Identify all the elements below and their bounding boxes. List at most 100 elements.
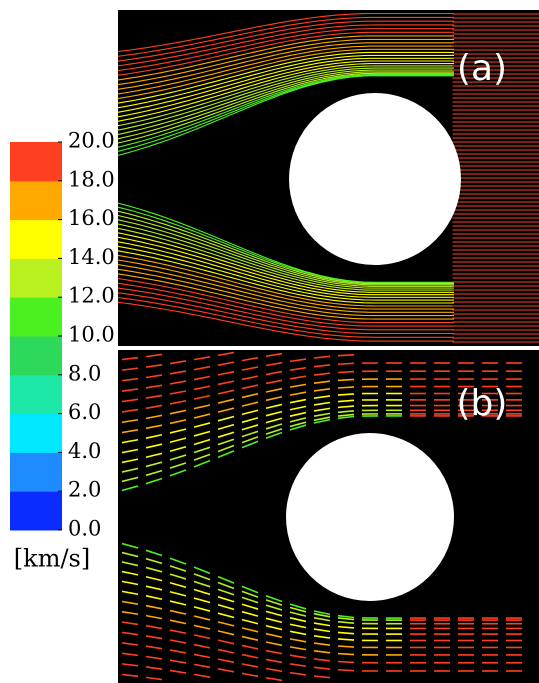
vector: [121, 663, 139, 667]
tick-label: 14.0: [68, 245, 115, 269]
vector: [313, 418, 331, 424]
vector: [145, 353, 163, 358]
vector: [145, 566, 163, 573]
vector: [145, 404, 163, 410]
tick-label: 18.0: [68, 167, 115, 191]
vector-field: [121, 351, 522, 682]
vector: [145, 433, 163, 439]
vector: [193, 365, 211, 371]
tick-label: 4.0: [68, 439, 101, 463]
vector: [121, 418, 139, 424]
vector: [193, 413, 211, 419]
vector: [145, 655, 163, 660]
vector: [337, 386, 355, 389]
vector: [169, 446, 187, 453]
vector: [313, 617, 331, 622]
vector: [337, 638, 355, 641]
streamline: [117, 57, 454, 113]
vector: [169, 399, 187, 405]
vector: [145, 595, 163, 601]
vector: [145, 575, 163, 582]
panel-label: (b): [457, 383, 508, 424]
vector: [289, 424, 307, 431]
vector: [313, 412, 331, 417]
vector: [313, 401, 331, 406]
vector: [217, 581, 235, 590]
vector: [289, 398, 307, 404]
streamline: [117, 42, 454, 90]
vector: [169, 428, 187, 434]
vector: [265, 649, 283, 655]
vector: [337, 378, 355, 382]
tick-label: 20.0: [68, 129, 115, 153]
streamline: [117, 278, 454, 324]
vector: [169, 619, 187, 625]
vector: [289, 405, 307, 411]
vector: [217, 596, 235, 603]
vector: [193, 643, 211, 649]
vector: [217, 588, 235, 596]
tick-label: 8.0: [68, 361, 101, 385]
vector: [193, 634, 211, 640]
streamline: [117, 67, 454, 131]
vector: [289, 411, 307, 417]
streamline: [117, 232, 454, 293]
vector: [265, 403, 283, 410]
vector: [145, 557, 163, 565]
vector: [313, 388, 331, 392]
vector: [193, 580, 211, 588]
vector: [145, 666, 163, 670]
streamline: [117, 28, 454, 72]
vector: [313, 612, 331, 618]
streamline: [117, 45, 454, 95]
vector: [121, 377, 139, 382]
vector: [217, 370, 235, 376]
streamline: [117, 60, 454, 118]
vector: [241, 618, 259, 625]
streamline: [117, 250, 454, 304]
vector: [145, 384, 163, 389]
vector: [193, 446, 211, 454]
vector: [121, 398, 139, 403]
streamline: [117, 73, 454, 148]
vector: [193, 422, 211, 428]
tick-label: 16.0: [68, 206, 115, 230]
color-band: [10, 180, 62, 221]
streamlines: [117, 12, 539, 343]
vector: [289, 603, 307, 610]
vector: [145, 414, 163, 420]
vector: [169, 380, 187, 385]
vector: [289, 366, 307, 372]
vector: [289, 421, 307, 428]
vector: [193, 615, 211, 621]
vector: [289, 611, 307, 617]
vector: [217, 658, 235, 664]
vector: [241, 375, 259, 381]
vector: [265, 676, 283, 682]
streamline: [117, 292, 454, 335]
streamline: [117, 24, 454, 67]
vector: [193, 606, 211, 612]
vector: [337, 399, 355, 403]
streamline: [117, 268, 454, 317]
vector: [337, 631, 355, 635]
vector: [313, 642, 331, 646]
color-band: [10, 336, 62, 376]
streamline: [117, 264, 454, 313]
vector: [265, 428, 283, 435]
streamline: [117, 12, 454, 53]
vector: [121, 580, 139, 586]
vector: [289, 383, 307, 388]
vector: [193, 663, 211, 669]
vector: [265, 423, 283, 430]
vector: [217, 398, 235, 404]
vector: [169, 669, 187, 674]
streamline: [117, 287, 454, 331]
vector: [217, 380, 235, 386]
vector: [169, 649, 187, 654]
streamline: [117, 63, 454, 122]
tick-label: 12.0: [68, 284, 115, 308]
vector: [217, 648, 235, 654]
streamline: [117, 206, 454, 284]
vector: [145, 461, 163, 468]
